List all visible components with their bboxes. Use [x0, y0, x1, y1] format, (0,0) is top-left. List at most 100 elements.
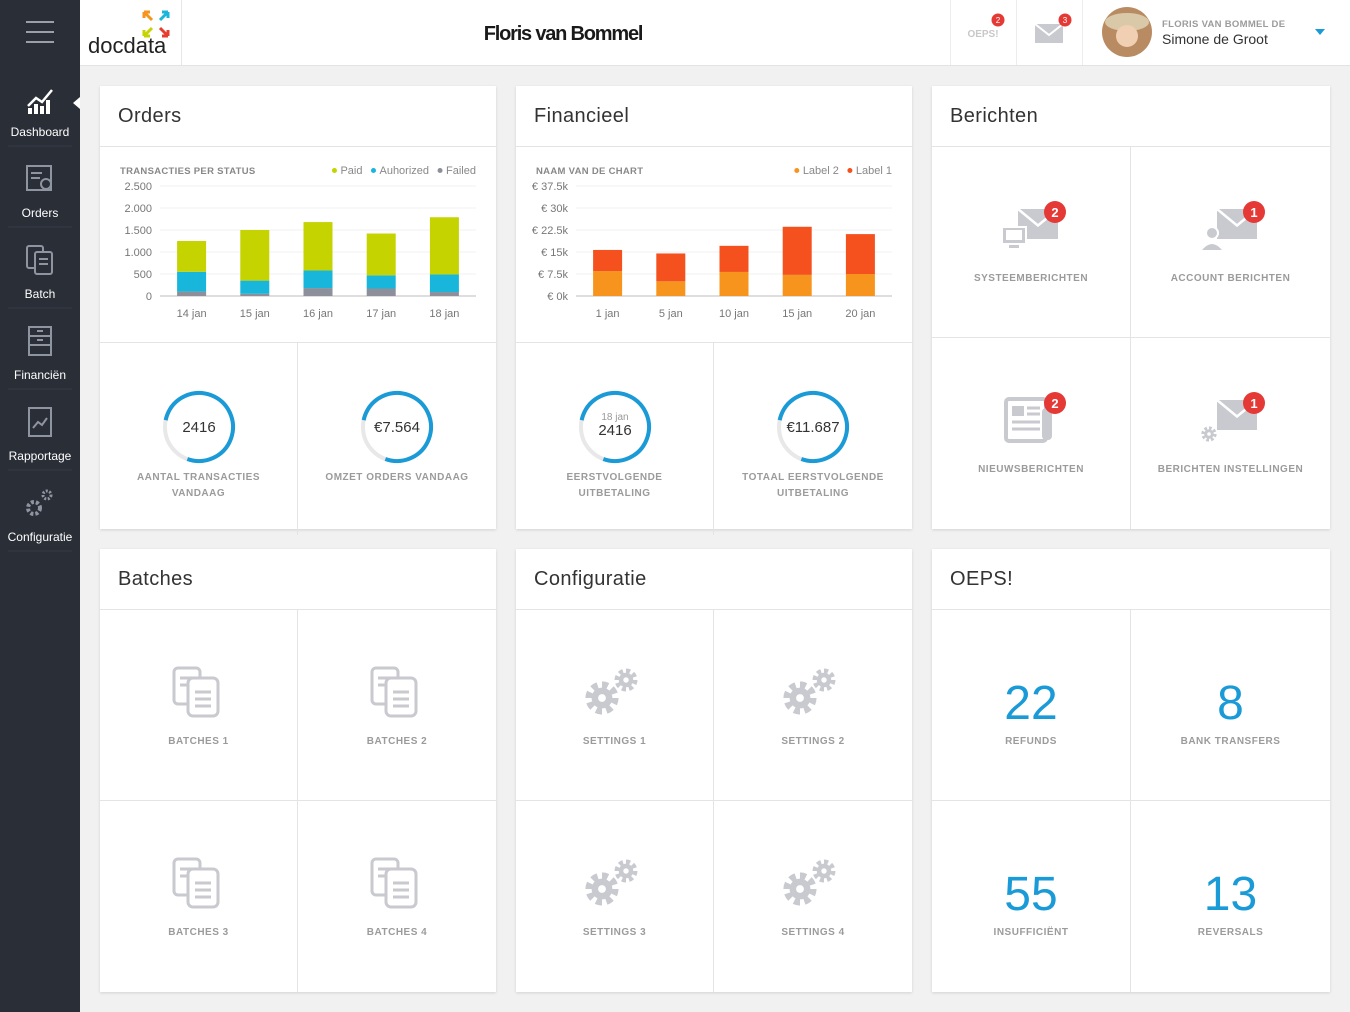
- tile[interactable]: SETTINGS 4: [714, 801, 912, 992]
- icon-part: [614, 859, 638, 883]
- bar-segment: [177, 291, 207, 296]
- tile-icon: [585, 859, 638, 906]
- bar-segment: [429, 217, 459, 275]
- mail-flap: [1034, 23, 1064, 37]
- progress-ring: €11.687: [777, 391, 849, 463]
- tile[interactable]: BATCHES 4: [298, 801, 496, 992]
- legend-swatch: [847, 168, 853, 173]
- legend-label: Auhorized: [379, 165, 429, 177]
- tile-label: BATCHES 3: [168, 927, 229, 938]
- user-menu-caret[interactable]: [1315, 29, 1325, 35]
- nav-item[interactable]: Batch: [0, 228, 80, 309]
- tile-label: BANK TRANSFERS: [1180, 736, 1281, 747]
- stat-label: TOTAAL EERSTVOLGENDE UITBETALING: [742, 472, 884, 499]
- tile[interactable]: 8 BANK TRANSFERS: [1131, 610, 1330, 801]
- tile[interactable]: SETTINGS 2: [714, 610, 912, 801]
- icon-part: [46, 100, 50, 114]
- tile-icon: [370, 857, 418, 909]
- nav-item[interactable]: Configuratie: [0, 471, 80, 552]
- y-tick-label: 500: [134, 269, 152, 281]
- tiles: 2 SYSTEEMBERICHTEN 1 ACCOUNT BERICHTEN 2 NIEU…: [932, 147, 1330, 529]
- alert-button[interactable]: OEPS!: [967, 29, 998, 40]
- x-tick-label: 1 jan: [596, 308, 620, 320]
- bar-segment: [782, 274, 812, 296]
- icon-part: [585, 681, 619, 715]
- oeps-card: OEPS! 22 REFUNDS 8 BANK TRANSFERS 55 INSUFFIC…: [932, 549, 1330, 992]
- tile-icon: [783, 668, 836, 715]
- x-tick-label: 15 jan: [240, 308, 270, 320]
- badge-count: 3: [1063, 16, 1068, 25]
- bar-segment: [429, 274, 459, 293]
- icon-part: [598, 694, 606, 702]
- tile[interactable]: 1 ACCOUNT BERICHTEN: [1131, 147, 1330, 338]
- tile[interactable]: BATCHES 1: [100, 610, 298, 801]
- tile[interactable]: 13 REVERSALS: [1131, 801, 1330, 992]
- tile-icon: 1: [1201, 392, 1265, 442]
- stat-label: OMZET ORDERS VANDAAG: [325, 472, 469, 483]
- tile-number: 13: [1203, 868, 1258, 921]
- tile[interactable]: 2 NIEUWSBERICHTEN: [932, 338, 1131, 529]
- tile[interactable]: 22 REFUNDS: [932, 610, 1131, 801]
- nav-item[interactable]: Dashboard: [0, 66, 80, 147]
- tile[interactable]: BATCHES 2: [298, 610, 496, 801]
- badge-count: 2: [1051, 205, 1058, 220]
- y-tick-label: 1.000: [124, 247, 152, 259]
- tile-icon: [585, 668, 638, 715]
- card-title: Financieel: [516, 86, 912, 147]
- tile-icon: 1: [1197, 201, 1265, 252]
- tile-icon: 2: [1004, 392, 1066, 443]
- tiles: SETTINGS 1 SETTINGS 2 SETTINGS 3 SETTINGS 4: [516, 610, 912, 992]
- y-tick-label: 1.500: [124, 225, 152, 237]
- badge: [991, 13, 1005, 27]
- avatar-face: [1116, 25, 1138, 47]
- logo-mark: [142, 10, 170, 38]
- tile-label: BATCHES 4: [366, 927, 428, 938]
- icon-part: [28, 326, 52, 356]
- bar-segment: [593, 271, 623, 296]
- tile-number: 8: [1217, 677, 1244, 730]
- menu-button[interactable]: [0, 0, 80, 66]
- tile[interactable]: SETTINGS 3: [516, 801, 714, 992]
- tile-label: SYSTEEMBERICHTEN: [973, 273, 1089, 284]
- badge: [1044, 392, 1066, 414]
- bar-segment: [429, 292, 459, 296]
- tile[interactable]: 1 BERICHTEN INSTELLINGEN: [1131, 338, 1330, 529]
- stat-value: €11.687: [786, 419, 839, 436]
- x-tick-label: 14 jan: [177, 308, 207, 320]
- tile-label: BATCHES 1: [168, 736, 229, 747]
- tile-icon: 2: [1001, 201, 1066, 248]
- y-tick-label: € 30k: [541, 203, 568, 215]
- icon-part: [384, 867, 418, 909]
- tile[interactable]: SETTINGS 1: [516, 610, 714, 801]
- tile-label: NIEUWSBERICHTEN: [978, 464, 1084, 475]
- nav-item[interactable]: Rapportage: [0, 390, 80, 471]
- bar-segment: [845, 234, 875, 274]
- nav-item[interactable]: Financiën: [0, 309, 80, 390]
- ring-arc: [162, 391, 235, 463]
- icon-part: [585, 872, 619, 906]
- logo[interactable]: docdata: [88, 33, 167, 58]
- tile[interactable]: BATCHES 3: [100, 801, 298, 992]
- tile[interactable]: 2 SYSTEEMBERICHTEN: [932, 147, 1131, 338]
- configuratie-card: Configuratie SETTINGS 1 SETTINGS 2 SETTING…: [516, 549, 912, 992]
- nav-icon: [8, 165, 72, 228]
- legend-swatch: [370, 168, 376, 173]
- card-title: Orders: [100, 86, 496, 147]
- avatar[interactable]: [1102, 7, 1152, 57]
- tile-label: BERICHTEN INSTELLINGEN: [1157, 464, 1304, 475]
- berichten-card: Berichten 2 SYSTEEMBERICHTEN 1 ACCOUNT BERI…: [932, 86, 1330, 529]
- mail-button[interactable]: [1034, 23, 1064, 43]
- x-tick-label: 15 jan: [782, 308, 812, 320]
- bar-segment: [366, 233, 396, 276]
- stat-label: EERSTVOLGENDE UITBETALING: [566, 472, 663, 499]
- y-tick-label: 2.500: [124, 181, 152, 193]
- legend-label: Label 1: [856, 165, 892, 177]
- nav-label: Configuratie: [7, 530, 73, 544]
- tile-number: 22: [1004, 677, 1058, 730]
- legend-swatch: [794, 168, 800, 173]
- nav-item[interactable]: Orders: [0, 147, 80, 228]
- y-tick-label: € 15k: [541, 247, 568, 259]
- tile[interactable]: 55 INSUFFICIËNT: [932, 801, 1131, 992]
- icon-part: [32, 417, 48, 429]
